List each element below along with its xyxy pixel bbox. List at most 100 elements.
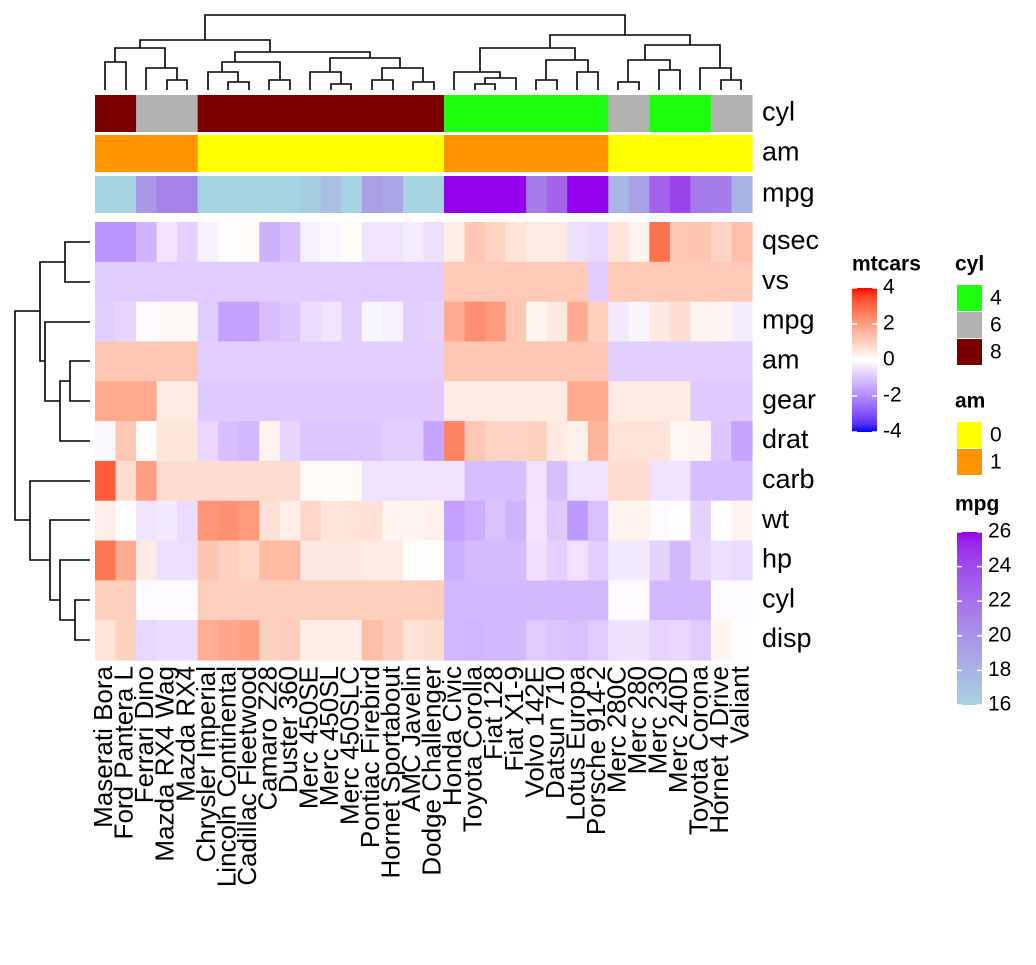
heatmap-cell [628,421,650,462]
heatmap-cell [341,222,363,263]
heatmap-cell [341,620,363,661]
heatmap-cell [136,500,158,542]
heatmap-cell [156,381,178,422]
annotation-cell [177,176,199,213]
heatmap-cell [361,261,384,303]
colorbar-tick-label: 4 [883,276,895,299]
heatmap-cell [136,580,158,621]
annotation-label: mpg [762,178,815,208]
heatmap-cell [567,540,589,581]
colorbar-tick-label: 26 [988,520,1011,543]
heatmap-cell [423,500,445,542]
heatmap-cell [95,261,117,303]
heatmap-cell [669,580,692,621]
annotation-cell [136,135,158,172]
legend-title: cyl [955,253,984,276]
annotation-cell [526,176,548,213]
heatmap-cell [238,301,260,343]
heatmap-cell [402,460,425,502]
heatmap-cell [731,261,753,303]
annotation-cell [136,176,158,213]
heatmap-cell [300,341,322,382]
heatmap-cell [95,301,117,343]
heatmap-cell [690,301,712,343]
annotation-cell [341,135,363,172]
column-label: Lotus Europa [560,665,590,820]
heatmap-cell [218,261,240,303]
annotation-cell [567,95,589,132]
heatmap-cell [690,460,712,502]
heatmap-cell [382,540,404,581]
heatmap-cell [341,261,363,303]
heatmap-cell [669,500,692,542]
heatmap-cell [567,381,589,422]
heatmap-cell [628,381,650,422]
heatmap-cell [731,620,753,661]
annotation-cell [197,176,219,213]
heatmap-cell [259,540,281,581]
heatmap-cell [485,580,507,621]
heatmap-cell [402,301,425,343]
heatmap-cell [485,620,507,661]
heatmap-cell [361,580,384,621]
heatmap-cell [505,421,527,462]
heatmap-cell [526,261,548,303]
heatmap-cell [402,222,425,263]
heatmap-cell [320,301,342,343]
heatmap-cell [156,301,178,343]
heatmap-cell [731,381,753,422]
heatmap-cell [300,500,322,542]
heatmap-cell [649,421,671,462]
heatmap-cell [546,620,568,661]
heatmap-cell [423,381,445,422]
heatmap-cell [218,500,240,542]
heatmap-cell [259,460,281,502]
heatmap-cell [259,341,281,382]
legend-swatch [957,339,982,365]
annotation-cell [341,95,363,132]
column-label: Volvo 142E [519,666,549,798]
heatmap-cell [115,381,137,422]
heatmap-cell [444,540,466,581]
legend-label: 8 [990,341,1002,364]
heatmap-cell [731,580,753,621]
heatmap-cell [710,540,733,581]
heatmap-cell [690,341,712,382]
heatmap-cell [444,301,466,343]
heatmap-cell [300,421,322,462]
annotation-cell [218,95,240,132]
heatmap-cell [95,580,117,621]
heatmap-cell [526,580,548,621]
heatmap-cell [669,301,692,343]
row-label: wt [761,504,789,534]
heatmap-cell [341,460,363,502]
heatmap-cell [115,421,137,462]
heatmap-cell [587,500,609,542]
heatmap-cell [567,222,589,263]
annotation-cell [177,95,199,132]
heatmap-cell [546,460,568,502]
annotation-cell [485,95,507,132]
heatmap-cell [361,341,384,382]
heatmap-cell [423,540,445,581]
heatmap-cell [669,261,692,303]
heatmap-cell [423,460,445,502]
column-label: Hornet Sportabout [376,665,406,878]
annotation-cell [341,176,363,213]
column-label: Hornet 4 Drive [704,666,734,834]
heatmap-cell [628,580,650,621]
heatmap-cell [669,620,692,661]
heatmap-cell [279,261,301,303]
annotation-cell [485,176,507,213]
colorbar-tick-label: 18 [988,658,1011,681]
heatmap-cell [197,500,219,542]
heatmap-cell [115,540,137,581]
heatmap-cell [608,540,630,581]
column-dendrogram [104,14,742,90]
heatmap-cell [731,460,753,502]
heatmap-cell [464,580,486,621]
colorbar [957,532,982,705]
legend-label: 0 [990,424,1002,447]
heatmap-cell [382,261,404,303]
heatmap-cell [546,301,568,343]
